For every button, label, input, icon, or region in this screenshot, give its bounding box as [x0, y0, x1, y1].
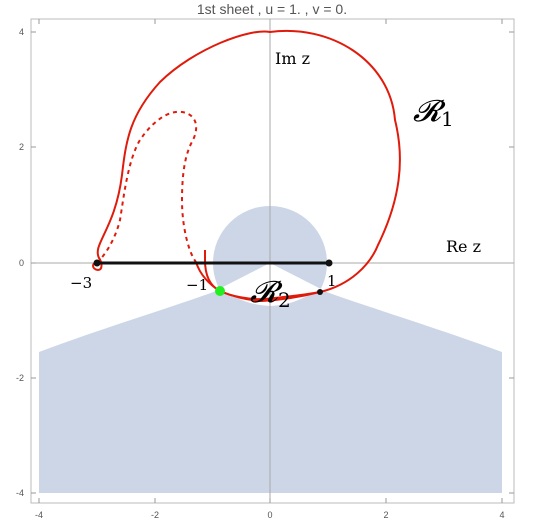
x-axis-label: Re z — [446, 237, 481, 256]
y-tick-label: 0 — [19, 258, 24, 268]
y-axis-label: Im z — [275, 49, 310, 68]
label-minus1: −1 — [186, 276, 208, 294]
x-tick-label: 4 — [499, 510, 504, 520]
region-r2-label: 𝓡2 — [250, 275, 291, 312]
label-minus3: −3 — [70, 274, 92, 292]
y-tick-label: -4 — [16, 488, 24, 498]
tick-marks — [31, 19, 514, 503]
point-lower-right — [317, 289, 323, 295]
point-1 — [325, 259, 333, 267]
green-marker — [215, 286, 225, 296]
region-r1-label: 𝓡1 — [413, 94, 454, 131]
x-tick-label: -4 — [35, 510, 43, 520]
x-tick-label: 2 — [383, 510, 388, 520]
solid-curve-lower — [219, 290, 321, 301]
x-tick-label: -2 — [151, 510, 159, 520]
dashed-curve — [96, 110, 198, 264]
point-minus3 — [93, 259, 101, 267]
label-1: 1 — [327, 272, 337, 290]
solid-curve — [92, 29, 401, 303]
x-tick-label: 0 — [267, 510, 272, 520]
plot-title: 1st sheet , u = 1. , v = 0. — [197, 1, 347, 17]
y-tick-label: 4 — [19, 27, 24, 37]
y-tick-label: 2 — [19, 142, 24, 152]
y-tick-label: -2 — [16, 373, 24, 383]
